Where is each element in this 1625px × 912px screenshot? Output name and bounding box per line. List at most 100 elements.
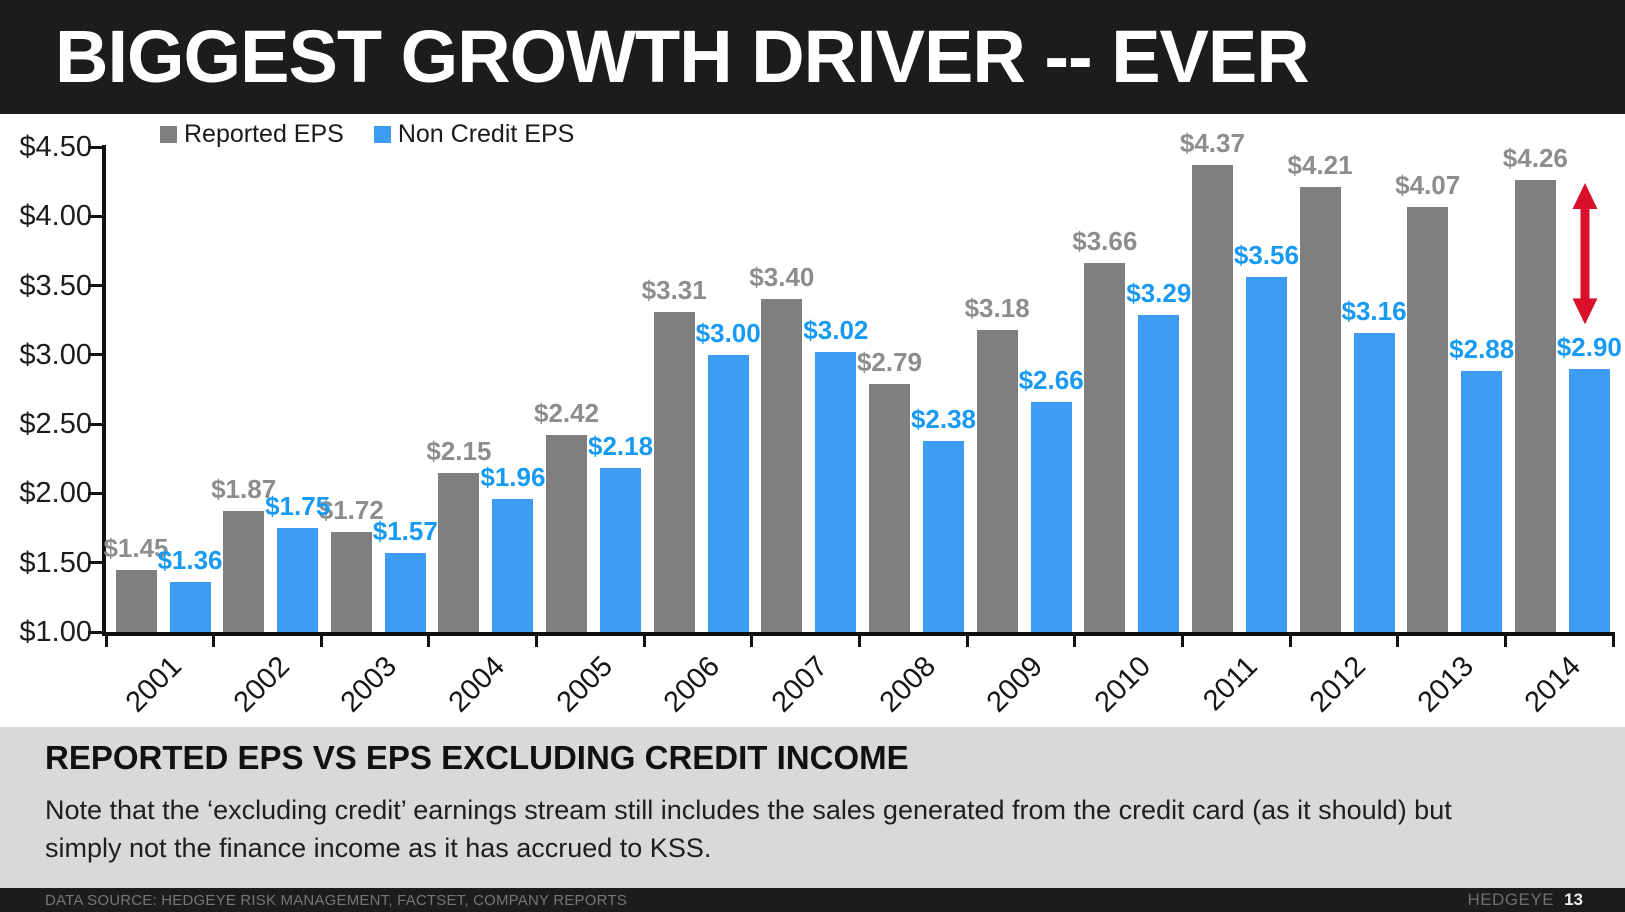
y-axis-tick (88, 353, 103, 357)
reported-eps-bar-2008 (869, 383, 910, 632)
x-axis-tick (1288, 635, 1292, 647)
bar-value-label: $4.07 (1395, 169, 1461, 200)
slide-title: BIGGEST GROWTH DRIVER -- EVER (55, 15, 1310, 98)
y-axis-tick (88, 630, 103, 634)
x-axis-tick (1073, 635, 1077, 647)
footer-brand-group: HEDGEYE 13 (1467, 890, 1583, 910)
bar-value-label: $1.75 (265, 491, 331, 522)
reported-eps-bar-2001 (115, 569, 157, 632)
non-credit-eps-bar-2001 (169, 582, 211, 632)
y-axis-tick-label: $4.00 (19, 200, 92, 233)
reported-eps-bar-2007 (761, 299, 803, 632)
reported-eps-bar-2005 (546, 435, 588, 632)
x-axis-tick (104, 635, 108, 647)
reported-eps-bar-2009 (976, 329, 1018, 632)
x-axis-tick (427, 635, 431, 647)
y-axis-tick (88, 284, 103, 288)
bar-value-label: $2.90 (1556, 331, 1622, 362)
page-number: 13 (1564, 890, 1583, 909)
title-bar: BIGGEST GROWTH DRIVER -- EVER (0, 0, 1625, 114)
bar-value-label: $1.45 (103, 532, 169, 563)
reported-eps-bar-2002 (223, 511, 265, 632)
y-axis-tick-label: $3.00 (19, 338, 92, 371)
reported-eps-bar-2004 (438, 472, 480, 632)
non-credit-eps-bar-2003 (384, 553, 426, 632)
reported-eps-bar-2011 (1191, 165, 1233, 632)
legend-label-non-credit-eps: Non Credit EPS (397, 120, 575, 148)
x-axis-tick (858, 635, 861, 647)
y-axis-tick-label: $2.00 (19, 477, 92, 510)
non-credit-eps-bar-2014 (1568, 368, 1610, 632)
y-axis-tick-label: $1.00 (19, 616, 92, 648)
non-credit-eps-bar-2013 (1461, 371, 1503, 632)
non-credit-eps-bar-2007 (815, 352, 857, 632)
bar-value-label: $2.15 (426, 435, 492, 466)
legend-label-reported-eps: Reported EPS (184, 120, 344, 148)
bar-value-label: $1.36 (157, 545, 223, 576)
plot-area: $1.00 $1.50 $2.00 $2.50 $3.00 $3.50 $4.00 $4.50… (0, 114, 1625, 727)
non-credit-eps-bar-2005 (600, 468, 642, 632)
bar-value-label: $3.40 (749, 262, 815, 293)
y-axis-tick-label: $4.50 (19, 131, 92, 163)
x-axis-tick (319, 635, 323, 647)
x-axis-tick (1503, 635, 1507, 647)
non-credit-eps-bar-2006 (707, 354, 749, 632)
reported-eps-bar-2010 (1084, 263, 1126, 632)
brand-logo-text: HEDGEYE (1467, 890, 1555, 909)
bar-value-label: $1.96 (480, 461, 546, 492)
eps-bar-chart: Reported EPS Non Credit EPS $1.00 $1.50 $2… (0, 114, 1625, 727)
bar-value-label: $2.18 (588, 431, 654, 462)
bar-value-label: $3.16 (1341, 295, 1407, 326)
legend-item-non-credit-eps: Non Credit EPS (373, 120, 575, 149)
chart-legend: Reported EPS Non Credit EPS (160, 120, 574, 149)
non-credit-eps-bar-2009 (1030, 401, 1072, 632)
non-credit-eps-bar-2004 (492, 498, 534, 632)
x-axis-tick (1611, 635, 1615, 647)
non-credit-eps-bar-2012 (1353, 332, 1395, 632)
bar-value-label: $2.38 (910, 403, 977, 434)
bar-value-label: $3.56 (1233, 240, 1299, 271)
reported-eps-bar-2006 (653, 311, 695, 632)
bar-value-label: $2.42 (534, 398, 600, 429)
bar-value-label: $3.02 (803, 315, 869, 346)
y-axis-tick-label: $1.50 (19, 546, 92, 579)
y-axis-tick (88, 145, 103, 149)
reported-eps-bar-2014 (1514, 180, 1556, 632)
y-axis-tick (88, 561, 103, 565)
summary-heading: REPORTED EPS VS EPS EXCLUDING CREDIT INC… (45, 739, 909, 776)
non-credit-eps-bar-2011 (1245, 277, 1287, 632)
x-axis-tick (535, 635, 539, 647)
bar-value-label: $4.37 (1179, 128, 1245, 158)
x-axis-line (102, 632, 1615, 636)
y-axis-tick-label: $2.50 (19, 408, 92, 441)
bar-value-label: $1.87 (211, 474, 277, 505)
summary-panel: REPORTED EPS VS EPS EXCLUDING CREDIT INC… (0, 727, 1625, 888)
bar-value-label: $3.66 (1072, 226, 1138, 257)
data-source-text: DATA SOURCE: HEDGEYE RISK MANAGEMENT, FA… (45, 891, 627, 909)
bar-value-label: $3.29 (1126, 277, 1192, 308)
summary-note: Note that the ‘excluding credit’ earning… (45, 795, 1452, 863)
x-axis-tick (212, 635, 216, 647)
non-credit-eps-bar-2010 (1138, 314, 1180, 632)
bar-value-label: $1.57 (372, 516, 438, 546)
reported-eps-swatch-icon (160, 126, 177, 143)
footer-bar: DATA SOURCE: HEDGEYE RISK MANAGEMENT, FA… (0, 888, 1625, 912)
x-axis-tick (750, 635, 754, 647)
legend-item-reported-eps: Reported EPS (160, 120, 344, 149)
y-axis-tick (88, 491, 103, 495)
x-axis-tick (1180, 635, 1184, 647)
bar-value-label: $3.18 (964, 292, 1030, 323)
non-credit-eps-bar-2002 (277, 528, 319, 632)
bar-value-label: $2.79 (856, 346, 923, 377)
bar-value-label: $4.26 (1502, 143, 1568, 174)
bar-value-label: $2.88 (1449, 334, 1515, 365)
x-axis-tick (642, 635, 646, 647)
reported-eps-bar-2003 (330, 532, 372, 632)
y-axis-tick (88, 422, 103, 426)
bar-value-label: $4.21 (1287, 150, 1353, 181)
non-credit-eps-swatch-icon (373, 126, 391, 143)
x-axis-tick (1396, 635, 1400, 647)
reported-eps-bar-2013 (1407, 206, 1449, 632)
reported-eps-bar-2012 (1299, 187, 1341, 632)
